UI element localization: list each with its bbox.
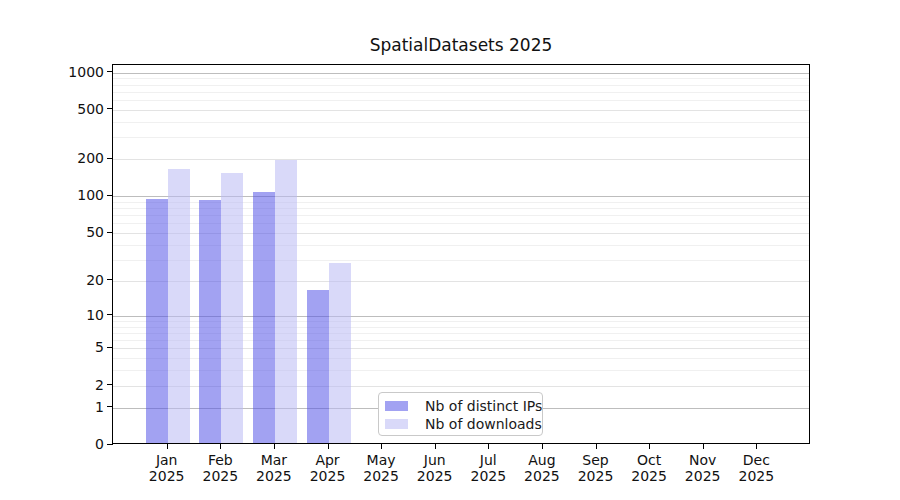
plot-area [112, 64, 810, 444]
x-tick-mark [435, 444, 436, 449]
x-tick-label: Dec2025 [721, 452, 791, 484]
legend-swatch-distinct-ips [385, 401, 408, 411]
legend-label-distinct-ips: Nb of distinct IPs [425, 398, 542, 414]
gridline [113, 110, 809, 111]
y-tick-label: 2 [0, 378, 104, 392]
x-tick-mark [596, 444, 597, 449]
bar-downloads [329, 263, 351, 443]
gridline [113, 159, 809, 160]
minor-gridline [113, 137, 809, 138]
legend-entry-distinct-ips: Nb of distinct IPs [385, 397, 542, 415]
bar-distinct-ips [199, 200, 221, 443]
minor-gridline [113, 92, 809, 93]
legend: Nb of distinct IPs Nb of downloads [378, 392, 543, 436]
y-tick-label: 1 [0, 400, 104, 414]
chart-figure: SpatialDatasets 2025 0 1 2 5 10 20 50 100 200 500… [0, 0, 900, 500]
bar-downloads [221, 173, 243, 443]
major-gridline [113, 196, 809, 197]
x-tick-mark [488, 444, 489, 449]
y-tick-label: 200 [0, 151, 104, 165]
x-tick-mark [756, 444, 757, 449]
minor-gridline [113, 100, 809, 101]
y-tick-label: 1000 [0, 65, 104, 79]
legend-swatch-downloads [385, 419, 408, 429]
y-tick-label: 100 [0, 188, 104, 202]
y-tick-label: 5 [0, 340, 104, 354]
x-tick-mark [167, 444, 168, 449]
x-tick-mark [542, 444, 543, 449]
major-gridline [113, 73, 809, 74]
x-tick-mark [381, 444, 382, 449]
bar-downloads [168, 169, 190, 443]
legend-label-downloads: Nb of downloads [425, 416, 542, 432]
minor-gridline [113, 122, 809, 123]
y-tick-label: 50 [0, 225, 104, 239]
minor-gridline [113, 78, 809, 79]
bar-distinct-ips [253, 192, 275, 443]
y-tick-label: 0 [0, 437, 104, 451]
x-tick-mark [328, 444, 329, 449]
bar-distinct-ips [146, 199, 168, 443]
y-tick-label: 10 [0, 308, 104, 322]
bar-distinct-ips [307, 290, 329, 443]
chart-title: SpatialDatasets 2025 [112, 35, 810, 55]
minor-gridline [113, 85, 809, 86]
x-tick-mark [220, 444, 221, 449]
y-tick-label: 500 [0, 102, 104, 116]
y-tick-label: 20 [0, 273, 104, 287]
x-tick-mark [649, 444, 650, 449]
legend-entry-downloads: Nb of downloads [385, 415, 542, 433]
x-tick-mark [703, 444, 704, 449]
bar-downloads [275, 160, 297, 443]
x-tick-mark [274, 444, 275, 449]
y-tick-mark [107, 444, 113, 445]
